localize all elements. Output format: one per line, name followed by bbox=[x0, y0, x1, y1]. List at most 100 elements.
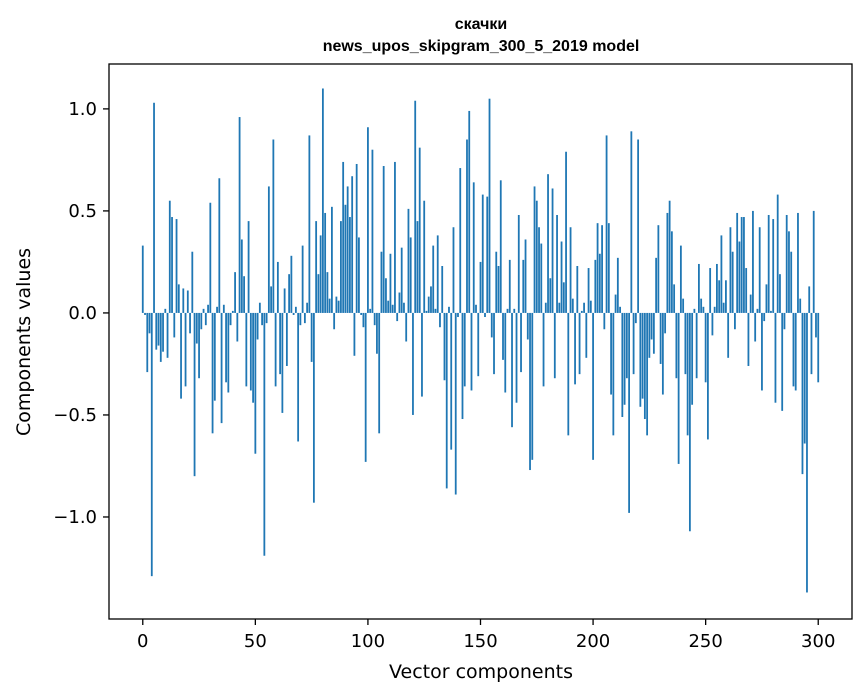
bar-26 bbox=[200, 312, 203, 330]
bar-221 bbox=[639, 312, 642, 407]
bar-169 bbox=[522, 259, 525, 313]
bar-213 bbox=[621, 312, 624, 417]
bar-191 bbox=[571, 298, 574, 313]
y-axis-label: Components values bbox=[13, 248, 35, 436]
bar-50 bbox=[254, 312, 257, 454]
bar-234 bbox=[668, 200, 671, 313]
bar-102 bbox=[371, 149, 374, 313]
bar-284 bbox=[781, 312, 784, 411]
bar-229 bbox=[657, 225, 660, 313]
bar-129 bbox=[432, 245, 435, 313]
x-tick-label: 300 bbox=[801, 631, 835, 652]
bar-165 bbox=[513, 308, 516, 313]
bar-248 bbox=[700, 298, 703, 313]
bar-272 bbox=[754, 312, 757, 342]
bar-74 bbox=[308, 135, 311, 313]
bar-186 bbox=[560, 241, 563, 313]
bar-101 bbox=[369, 308, 372, 313]
bar-259 bbox=[725, 280, 727, 313]
bar-114 bbox=[398, 292, 401, 313]
bar-168 bbox=[520, 312, 522, 373]
bar-80 bbox=[321, 88, 324, 313]
bar-249 bbox=[702, 306, 705, 313]
bar-120 bbox=[412, 312, 414, 415]
bar-192 bbox=[574, 312, 576, 385]
bar-300 bbox=[817, 312, 820, 383]
bar-88 bbox=[340, 221, 342, 313]
bar-72 bbox=[303, 312, 306, 324]
bar-25 bbox=[198, 312, 200, 379]
x-tick-label: 150 bbox=[463, 631, 497, 652]
bar-149 bbox=[477, 312, 480, 377]
bar-228 bbox=[655, 257, 658, 313]
bar-159 bbox=[499, 180, 502, 313]
bar-288 bbox=[790, 251, 793, 313]
bar-214 bbox=[623, 312, 626, 405]
bar-32 bbox=[213, 312, 216, 401]
bar-223 bbox=[643, 312, 646, 420]
x-axis-label: Vector components bbox=[389, 661, 573, 683]
bar-242 bbox=[686, 312, 689, 436]
chart-subtitle: news_upos_skipgram_300_5_2019 model bbox=[323, 38, 640, 55]
bar-47 bbox=[247, 221, 250, 313]
bar-206 bbox=[605, 135, 608, 313]
bar-118 bbox=[407, 208, 410, 313]
bar-181 bbox=[549, 278, 552, 313]
bar-268 bbox=[745, 268, 748, 313]
bar-246 bbox=[695, 312, 698, 379]
plot-frame bbox=[108, 63, 853, 620]
bar-133 bbox=[441, 266, 444, 313]
bar-61 bbox=[279, 312, 282, 375]
bar-166 bbox=[515, 312, 518, 403]
bar-204 bbox=[601, 225, 603, 313]
bar-200 bbox=[592, 312, 594, 460]
bar-179 bbox=[544, 302, 547, 313]
bar-162 bbox=[506, 308, 509, 313]
bar-132 bbox=[439, 312, 441, 328]
bar-298 bbox=[812, 210, 815, 313]
bar-45 bbox=[243, 276, 245, 313]
bar-14 bbox=[173, 312, 176, 338]
bar-175 bbox=[535, 200, 538, 313]
x-tick-label: 50 bbox=[244, 631, 267, 652]
bar-138 bbox=[452, 227, 455, 313]
bar-164 bbox=[511, 312, 513, 428]
x-tick-label: 250 bbox=[688, 631, 722, 652]
bar-150 bbox=[479, 261, 482, 313]
bar-115 bbox=[400, 247, 403, 313]
bar-205 bbox=[603, 312, 606, 330]
bar-110 bbox=[389, 253, 392, 313]
bar-130 bbox=[434, 308, 437, 313]
bar-121 bbox=[414, 100, 417, 313]
bar-127 bbox=[427, 296, 430, 313]
bar-36 bbox=[222, 304, 225, 313]
bar-297 bbox=[810, 312, 813, 375]
bar-144 bbox=[466, 139, 468, 313]
bar-21 bbox=[189, 312, 191, 334]
bar-176 bbox=[538, 227, 540, 313]
bar-103 bbox=[373, 312, 376, 326]
bar-66 bbox=[290, 255, 293, 313]
bar-224 bbox=[646, 312, 649, 436]
bar-0 bbox=[141, 245, 144, 313]
bar-289 bbox=[792, 312, 795, 387]
bar-95 bbox=[355, 163, 358, 313]
bar-128 bbox=[430, 286, 432, 313]
bar-11 bbox=[166, 312, 169, 358]
bar-216 bbox=[628, 312, 630, 513]
bar-217 bbox=[630, 131, 633, 313]
bar-265 bbox=[738, 241, 741, 313]
bar-49 bbox=[252, 312, 254, 403]
bar-124 bbox=[421, 312, 423, 397]
bar-125 bbox=[423, 200, 426, 313]
bar-119 bbox=[409, 237, 412, 313]
bar-68 bbox=[294, 306, 297, 313]
bar-5 bbox=[153, 102, 155, 313]
bar-238 bbox=[677, 312, 680, 464]
bar-241 bbox=[684, 312, 687, 375]
bar-236 bbox=[673, 284, 676, 313]
bar-79 bbox=[319, 235, 322, 313]
bar-116 bbox=[403, 302, 405, 313]
bar-12 bbox=[168, 200, 171, 313]
bar-15 bbox=[175, 219, 178, 313]
